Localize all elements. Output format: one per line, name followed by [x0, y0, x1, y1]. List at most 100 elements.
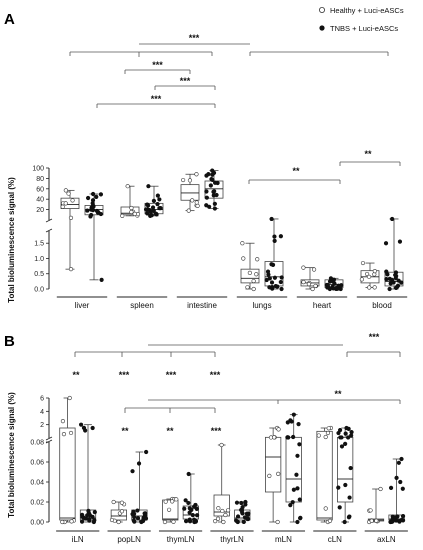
point-healthy	[311, 267, 317, 272]
point-tnbs	[390, 216, 395, 222]
point-tnbs	[294, 472, 299, 477]
point-healthy	[163, 499, 168, 504]
point-tnbs	[291, 434, 296, 440]
significance-label: **	[364, 149, 372, 159]
point-tnbs	[391, 280, 396, 285]
point-tnbs	[87, 512, 92, 518]
significance-label: ***	[119, 370, 130, 380]
point-tnbs	[398, 479, 403, 485]
point-tnbs	[135, 508, 140, 513]
point-tnbs	[212, 206, 217, 211]
point-healthy	[364, 271, 370, 277]
point-tnbs	[278, 234, 283, 239]
point-tnbs	[182, 506, 187, 511]
significance-label: ***	[180, 76, 191, 86]
point-tnbs	[132, 519, 137, 524]
point-tnbs	[297, 497, 302, 502]
point-tnbs	[390, 519, 395, 524]
point-tnbs	[235, 519, 240, 524]
point-tnbs	[349, 433, 354, 438]
point-tnbs	[145, 211, 150, 216]
point-tnbs	[273, 283, 278, 289]
point-healthy	[251, 286, 256, 292]
point-healthy	[213, 519, 218, 524]
point-healthy	[60, 204, 65, 209]
point-tnbs	[90, 191, 96, 197]
point-healthy	[194, 200, 199, 205]
point-tnbs	[208, 183, 213, 188]
point-tnbs	[146, 184, 151, 189]
point-tnbs	[195, 513, 200, 518]
point-healthy	[245, 285, 250, 290]
point-healthy	[226, 508, 231, 513]
point-healthy	[240, 241, 245, 246]
point-healthy	[369, 518, 374, 523]
panel-b-y-axis-label: Total bioluminescence signal (%)	[7, 392, 16, 518]
point-tnbs	[246, 516, 251, 522]
point-tnbs	[331, 286, 336, 291]
point-healthy	[359, 277, 365, 282]
point-healthy	[360, 260, 366, 266]
point-tnbs	[150, 205, 156, 210]
point-healthy	[267, 473, 272, 479]
significance-label: ***	[210, 370, 221, 380]
box	[213, 494, 230, 517]
point-healthy	[254, 272, 259, 277]
point-tnbs	[149, 213, 154, 218]
point-tnbs	[266, 272, 271, 277]
panel-a-letter: A	[4, 11, 15, 28]
category-label: axLN	[377, 535, 396, 544]
point-healthy	[111, 499, 116, 505]
point-healthy	[374, 518, 379, 523]
point-tnbs	[392, 515, 397, 520]
point-tnbs	[96, 210, 101, 215]
point-tnbs	[288, 418, 293, 423]
point-tnbs	[346, 426, 351, 431]
y-tick-label: 20	[36, 207, 44, 214]
point-tnbs	[388, 485, 394, 490]
point-healthy	[275, 519, 280, 525]
point-tnbs	[186, 500, 191, 506]
category-label: mLN	[275, 535, 292, 544]
category-label: lungs	[252, 301, 271, 310]
point-healthy	[276, 427, 281, 432]
box	[316, 430, 333, 521]
y-tick-label: 0.02	[30, 500, 44, 507]
point-tnbs	[204, 203, 209, 208]
point-healthy	[68, 215, 74, 221]
point-tnbs	[396, 460, 401, 465]
point-tnbs	[395, 284, 400, 289]
legend-marker-tnbs	[319, 25, 325, 31]
point-tnbs	[269, 262, 274, 267]
point-tnbs	[327, 279, 333, 284]
point-tnbs	[148, 209, 153, 214]
point-tnbs	[131, 509, 136, 514]
point-healthy	[327, 518, 333, 524]
box	[337, 436, 354, 503]
box	[240, 268, 260, 284]
point-tnbs	[85, 208, 90, 213]
significance-label: ***	[166, 370, 177, 380]
point-tnbs	[187, 519, 193, 524]
point-tnbs	[291, 487, 296, 492]
point-tnbs	[130, 469, 135, 474]
point-tnbs	[346, 435, 351, 440]
point-tnbs	[183, 519, 189, 524]
y-tick-label: 1.5	[34, 241, 44, 248]
point-tnbs	[267, 276, 272, 281]
point-healthy	[316, 433, 321, 438]
point-tnbs	[193, 502, 198, 508]
point-tnbs	[187, 510, 192, 515]
point-tnbs	[393, 270, 399, 275]
point-healthy	[116, 519, 121, 525]
point-tnbs	[297, 442, 302, 447]
point-healthy	[372, 285, 377, 290]
point-tnbs	[337, 505, 342, 510]
category-label: intestine	[187, 301, 217, 310]
y-tick-label: 0.00	[30, 520, 44, 527]
point-healthy	[301, 265, 306, 270]
point-tnbs	[83, 428, 88, 433]
point-healthy	[186, 208, 191, 213]
point-tnbs	[98, 192, 104, 197]
significance-label: ***	[369, 332, 380, 342]
